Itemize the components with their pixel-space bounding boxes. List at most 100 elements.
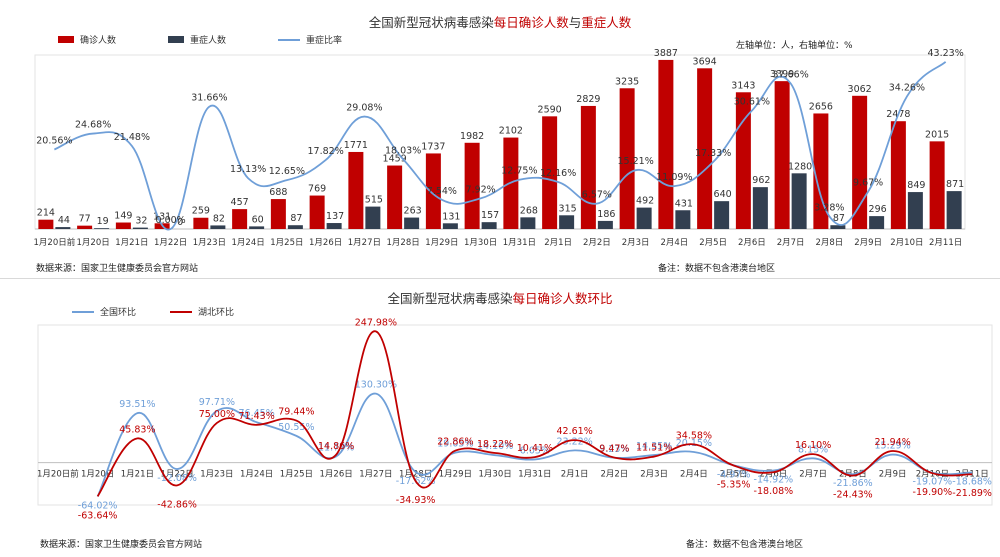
ratio-data-label: 11.09% [656,172,692,183]
x-tick-label: 1月31日 [503,238,536,248]
x-tick-label: 2月11日 [929,238,962,248]
bar-severe [597,220,613,229]
national-data-label: 23.22% [557,436,593,447]
national-data-label: -19.07% [913,477,953,488]
bar-severe [442,223,458,229]
national-data-label: 15.29% [875,441,911,452]
bar-label-confirmed: 688 [269,187,287,198]
ratio-data-label: 18.03% [385,145,421,156]
bar-label-severe: 849 [907,180,925,191]
bar-confirmed [619,88,635,229]
bar-confirmed [813,113,829,229]
bar-label-severe: 640 [714,189,732,200]
ratio-data-label: 17.33% [695,148,731,159]
national-data-label: 14.10% [477,441,513,452]
bar-severe [326,223,342,229]
x-tick-label-2: 1月21日 [121,470,154,480]
legend-label-ratio: 重症比率 [306,36,343,46]
x-tick-label: 1月25日 [270,238,303,248]
legend-swatch-ratio [278,38,301,41]
x-tick-label-2: 1月20日 [81,470,114,480]
bar-confirmed [309,195,325,229]
x-tick-label: 1月28日 [387,238,420,248]
x-tick-label: 2月5日 [699,238,727,248]
national-data-label: 8.15% [798,444,828,455]
bar-label-confirmed: 2829 [576,94,600,105]
bar-severe [481,222,497,229]
bar-severe [55,227,71,229]
ratio-data-label: 15.21% [618,156,654,167]
hubei-data-label: 16.10% [795,440,831,451]
hubei-data-label: -19.90% [913,487,953,498]
x-tick-label-2: 1月30日 [479,470,512,480]
line-hubei-ratio [96,330,973,497]
ratio-data-label: 31.66% [191,93,227,104]
chart-plot-area-2: 1月20日前 1月20日 1月21日 1月22日 1月23日 1月24日 1月25日 1月26… [37,317,993,521]
title-highlight-2: 重症人数 [581,15,632,30]
title2-prefix: 全国新型冠状病毒感染 [387,291,513,306]
national-data-label: 11.77% [318,442,354,453]
title-prefix: 全国新型冠状病毒感染 [368,15,494,30]
bar-confirmed [542,116,558,229]
bar-severe [791,173,807,229]
ratio-data-label: 7.92% [466,184,496,195]
x-tick-label-2: 2月1日 [561,470,589,480]
bar-confirmed [348,151,364,229]
x-tick-label-2: 2月6日 [759,470,787,480]
x-tick-label: 2月9日 [854,238,882,248]
bar-label-severe: 157 [481,210,499,221]
bar-confirmed [658,59,674,230]
bar-label-severe: 32 [135,216,147,227]
ratio-data-label: 7.54% [427,186,457,197]
x-tick-label-2: 2月10日 [916,470,949,480]
bar-label-severe: 131 [442,211,460,222]
ratio-data-label: 43.23% [928,48,964,59]
hubei-data-label: 10.41% [517,443,553,454]
national-data-label: 130.30% [355,380,397,391]
hubei-data-label: -5.35% [717,479,751,490]
bar-label-confirmed: 769 [308,184,326,195]
national-data-label: 93.51% [119,399,155,410]
x-tick-label-2: 2月7日 [799,470,827,480]
legend-label-confirmed: 确诊人数 [80,36,117,46]
ratio-data-label: 29.08% [346,103,382,114]
legend-swatch-hubei [170,310,193,313]
bar-label-confirmed: 2656 [809,101,833,112]
bar-label-confirmed: 1771 [344,140,368,151]
x-tick-label-2: 2月3日 [640,470,668,480]
hubei-data-label: -18.08% [754,486,794,497]
title-highlight-1: 每日确诊人数 [493,15,569,30]
x-tick-label-2: 2月5日 [720,470,748,480]
bar-severe [636,207,652,229]
hubei-data-label: 11.51% [636,443,672,454]
x-tick-label: 1月20日 [77,238,110,248]
x-tick-label-2: 1月29日 [439,470,472,480]
data-source: 数据来源：国家卫生健康委员会官方网站 [36,264,199,274]
hubei-data-label: -24.43% [833,490,873,501]
x-tick-label: 2月7日 [777,238,805,248]
legend-swatch-severe [168,36,185,43]
x-tick-label-2: 1月27日 [359,470,392,480]
bar-confirmed [38,219,54,229]
bar-severe [132,227,148,229]
bar-confirmed [774,81,790,230]
x-tick-label: 2月4日 [660,238,688,248]
bar-label-severe: 871 [946,179,964,190]
bar-label-severe: 19 [97,216,109,227]
bar-label-confirmed: 259 [192,206,210,217]
bar-label-severe: 0 [177,217,183,228]
title-mid: 与 [568,15,582,30]
bar-label-confirmed: 1737 [421,141,445,152]
hubei-data-label: 22.86% [437,437,473,448]
x-tick-label-2: 2月11日 [956,470,989,480]
ratio-data-label: 34.26% [889,83,925,94]
ratio-data-label: 37.66% [773,69,809,80]
panel-divider [0,278,1000,279]
x-tick-label-2: 1月24日 [240,470,273,480]
hubei-data-label: 79.44% [278,407,314,418]
x-tick-label: 1月21日 [115,238,148,248]
hubei-data-label: 42.61% [557,426,593,437]
ratio-data-label: 3.28% [814,202,844,213]
bar-label-severe: 296 [869,204,887,215]
bar-severe [714,201,730,229]
